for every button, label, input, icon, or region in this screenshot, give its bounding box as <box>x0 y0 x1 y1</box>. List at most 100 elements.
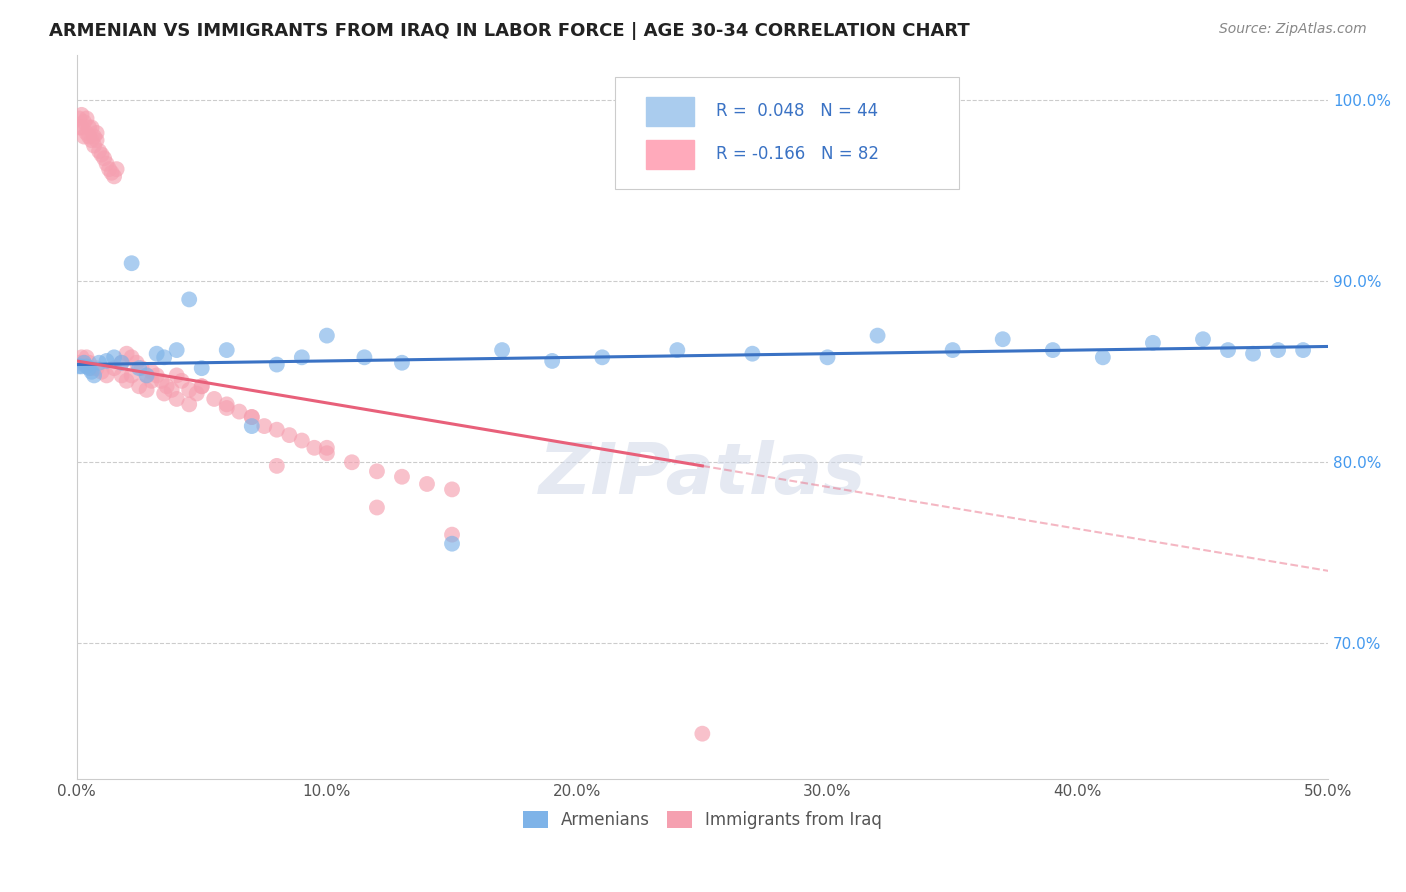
Text: ARMENIAN VS IMMIGRANTS FROM IRAQ IN LABOR FORCE | AGE 30-34 CORRELATION CHART: ARMENIAN VS IMMIGRANTS FROM IRAQ IN LABO… <box>49 22 970 40</box>
Point <box>866 328 889 343</box>
Point <box>166 368 188 383</box>
Point <box>77 356 100 370</box>
Point <box>215 343 238 357</box>
Point <box>1267 343 1289 357</box>
Point <box>153 351 176 365</box>
Point <box>80 365 103 379</box>
Point <box>100 166 122 180</box>
Point <box>315 441 337 455</box>
Text: ZIPatlas: ZIPatlas <box>538 441 866 509</box>
Legend: Armenians, Immigrants from Iraq: Armenians, Immigrants from Iraq <box>516 805 889 836</box>
Point <box>96 354 118 368</box>
FancyBboxPatch shape <box>645 97 693 126</box>
Point <box>441 483 464 497</box>
Point <box>105 162 128 177</box>
Point <box>98 162 121 177</box>
Point <box>240 419 263 434</box>
Point <box>266 358 288 372</box>
Text: R =  0.048   N = 44: R = 0.048 N = 44 <box>716 103 879 120</box>
Point <box>77 361 100 376</box>
Point <box>991 332 1014 346</box>
Point <box>70 359 93 374</box>
Point <box>93 151 115 165</box>
Point <box>73 356 96 370</box>
Point <box>353 351 375 365</box>
Point <box>240 410 263 425</box>
Point <box>291 351 314 365</box>
Text: R = -0.166   N = 82: R = -0.166 N = 82 <box>716 145 879 163</box>
Point <box>186 386 208 401</box>
Point <box>1142 335 1164 350</box>
Point <box>73 115 96 129</box>
Point <box>67 356 90 370</box>
Point <box>266 458 288 473</box>
Point <box>166 343 188 357</box>
Point <box>77 129 100 144</box>
Point <box>150 374 173 388</box>
Point <box>141 365 163 379</box>
Point <box>83 368 105 383</box>
Point <box>110 368 132 383</box>
Point <box>103 351 125 365</box>
Point <box>166 392 188 406</box>
Point <box>441 527 464 541</box>
Point <box>135 383 157 397</box>
Point <box>170 374 193 388</box>
Point <box>87 356 110 370</box>
Point <box>121 368 143 383</box>
Point <box>591 351 613 365</box>
Point <box>278 428 301 442</box>
Point <box>76 359 98 374</box>
Point <box>121 351 143 365</box>
Point <box>77 120 100 135</box>
Point <box>110 356 132 370</box>
Point <box>1216 343 1239 357</box>
Point <box>179 397 201 411</box>
Point <box>83 138 105 153</box>
Point <box>692 727 714 741</box>
Point <box>73 129 96 144</box>
Point <box>86 361 108 376</box>
Point <box>90 147 112 161</box>
Point <box>391 469 413 483</box>
FancyBboxPatch shape <box>614 77 959 189</box>
Point <box>128 361 150 376</box>
Point <box>1192 332 1215 346</box>
Point <box>145 368 167 383</box>
Point <box>90 365 112 379</box>
Point <box>315 446 337 460</box>
Point <box>67 359 90 374</box>
Point <box>666 343 689 357</box>
Point <box>817 351 839 365</box>
Point <box>128 379 150 393</box>
Point <box>340 455 363 469</box>
Point <box>253 419 276 434</box>
Point <box>153 386 176 401</box>
Point <box>70 351 93 365</box>
Point <box>96 368 118 383</box>
Point <box>141 374 163 388</box>
Point <box>135 368 157 383</box>
Point <box>1241 347 1264 361</box>
Point <box>131 361 153 376</box>
Point <box>67 112 90 126</box>
Point <box>304 441 326 455</box>
Point <box>541 354 564 368</box>
Point <box>96 157 118 171</box>
Point <box>240 410 263 425</box>
Point <box>70 120 93 135</box>
Point <box>76 126 98 140</box>
FancyBboxPatch shape <box>645 140 693 169</box>
Point <box>315 328 337 343</box>
Point <box>76 112 98 126</box>
Text: Source: ZipAtlas.com: Source: ZipAtlas.com <box>1219 22 1367 37</box>
Point <box>366 464 388 478</box>
Point <box>215 397 238 411</box>
Point <box>491 343 513 357</box>
Point <box>741 347 763 361</box>
Point <box>110 356 132 370</box>
Point <box>86 126 108 140</box>
Point <box>215 401 238 415</box>
Point <box>73 356 96 370</box>
Point <box>156 379 179 393</box>
